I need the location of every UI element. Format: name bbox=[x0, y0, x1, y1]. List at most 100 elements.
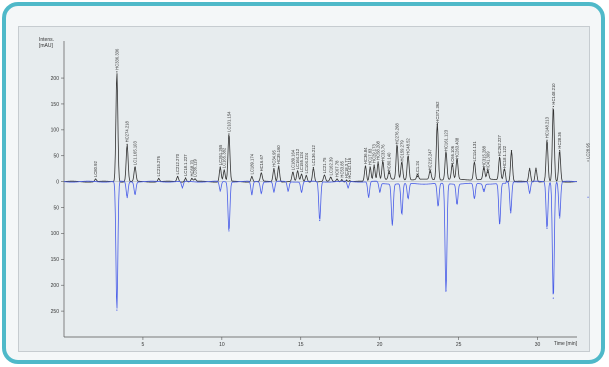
lower-peak-mark bbox=[474, 197, 475, 198]
peak-label: HC35.160 bbox=[276, 145, 281, 165]
y-tick-label: 50 bbox=[53, 205, 59, 211]
y-axis-title: Intens.[mAU] bbox=[39, 37, 54, 49]
upper-peak-mark bbox=[278, 166, 279, 167]
upper-peak-mark bbox=[297, 171, 298, 172]
x-axis-title: Time [min] bbox=[554, 341, 578, 347]
upper-peak-mark bbox=[324, 175, 325, 176]
peak-label: LC162.39 bbox=[328, 157, 333, 176]
upper-peak-mark bbox=[95, 178, 96, 179]
upper-peak-mark bbox=[408, 156, 409, 157]
upper-peak-mark bbox=[396, 146, 397, 147]
x-tick-label: 15 bbox=[298, 342, 304, 348]
y-tick-label: 0 bbox=[56, 179, 59, 185]
lower-peak-mark bbox=[392, 222, 393, 223]
x-tick-label: 10 bbox=[219, 342, 225, 348]
y-tick-label: 100 bbox=[51, 231, 60, 237]
peak-label: HC41.309 bbox=[485, 151, 490, 171]
x-ticks: 5 10 15 20 25 30 bbox=[142, 337, 541, 348]
lower-peak-mark bbox=[319, 220, 320, 221]
peak-label: HC33.76 bbox=[380, 144, 385, 161]
lower-trace bbox=[64, 181, 591, 310]
upper-peak-mark bbox=[365, 166, 366, 167]
peak-label: HC142.116 bbox=[347, 157, 352, 179]
upper-peak-mark bbox=[483, 169, 484, 170]
peak-label: HC80.140 bbox=[387, 152, 392, 172]
upper-peak-mark bbox=[306, 175, 307, 176]
peak-label: LC21.75 bbox=[322, 157, 327, 174]
upper-peak-mark bbox=[134, 167, 135, 168]
upper-peak-mark bbox=[374, 164, 375, 165]
upper-peak-mark bbox=[349, 180, 350, 181]
upper-peak-mark bbox=[456, 160, 457, 161]
peak-label: HC18.1.122 bbox=[502, 145, 507, 168]
peak-label: HC148.213 bbox=[545, 116, 550, 138]
upper-peak-mark bbox=[341, 179, 342, 180]
x-tick-label: 25 bbox=[456, 342, 462, 348]
peak-label: LC80.92 bbox=[93, 161, 98, 178]
lower-peak-mark bbox=[127, 197, 128, 198]
x-tick-label: 20 bbox=[377, 342, 383, 348]
lower-peak-mark bbox=[529, 192, 530, 193]
lower-peak-mark bbox=[301, 191, 302, 192]
peak-label: HC148.210 bbox=[551, 83, 556, 105]
upper-peak-mark bbox=[452, 166, 453, 167]
peak-label: HC48.52 bbox=[406, 138, 411, 155]
upper-peak-mark bbox=[251, 176, 252, 177]
chromatogram-panel: Intens. [mAU] 200 150 100 50 0 50 100 150 200 250 … bbox=[18, 26, 590, 352]
peak-label: LC104.224 bbox=[304, 152, 309, 173]
y-tick-label: 50 bbox=[53, 154, 59, 160]
upper-peak-mark bbox=[445, 153, 446, 154]
peak-label: LC1.24 bbox=[415, 160, 420, 174]
peak-label: LC165.382 bbox=[222, 147, 227, 168]
lower-peak-mark bbox=[510, 212, 511, 213]
y-ticks: 200 150 100 50 0 50 100 150 200 250 bbox=[51, 76, 64, 315]
upper-peak-mark bbox=[430, 172, 431, 173]
peak-label: LC136.212 bbox=[311, 144, 316, 165]
upper-peak-mark bbox=[261, 173, 262, 174]
lower-peak-mark bbox=[401, 212, 402, 213]
y-tick-label: 150 bbox=[51, 102, 60, 108]
upper-trace-line bbox=[64, 73, 577, 182]
upper-peak-mark bbox=[185, 177, 186, 178]
peak-label: HC336.336 bbox=[114, 48, 119, 70]
lower-peak-mark bbox=[134, 193, 135, 194]
lower-peak-mark bbox=[228, 230, 229, 231]
upper-peak-mark bbox=[474, 163, 475, 164]
peak-label: HC16.67 bbox=[259, 154, 264, 171]
upper-peak-mark bbox=[220, 167, 221, 168]
y-tick-label: 200 bbox=[51, 283, 60, 289]
upper-peak-mark bbox=[504, 170, 505, 171]
lower-peak-mark bbox=[587, 197, 588, 198]
axes bbox=[64, 41, 577, 337]
image-frame: Intens. [mAU] 200 150 100 50 0 50 100 150 200 250 … bbox=[2, 2, 605, 364]
upper-peak-mark bbox=[127, 144, 128, 145]
lower-peak-mark bbox=[437, 204, 438, 205]
lower-peak-mark bbox=[445, 290, 446, 291]
upper-peak-mark bbox=[330, 177, 331, 178]
peak-labels: LC80.92HC336.336HC274.218LC1.165.103LC21… bbox=[93, 48, 591, 179]
y-tick-label: 250 bbox=[51, 309, 60, 315]
y-axis-title-line: [mAU] bbox=[39, 43, 54, 49]
y-tick-label: 100 bbox=[51, 128, 60, 134]
peak-label: HC215.247 bbox=[428, 148, 433, 170]
y-tick-label: 200 bbox=[51, 76, 60, 82]
peak-label: LC215.276 bbox=[156, 155, 161, 176]
upper-peak-mark bbox=[587, 160, 588, 161]
upper-peak-mark bbox=[370, 167, 371, 168]
upper-peak-mark bbox=[529, 168, 530, 169]
upper-peak-mark bbox=[194, 178, 195, 179]
peak-label: HC371.362 bbox=[435, 101, 440, 123]
upper-peak-mark bbox=[559, 150, 560, 151]
peak-label: LC28.95 bbox=[586, 142, 591, 159]
lower-peak-mark bbox=[483, 189, 484, 190]
upper-peak-mark bbox=[382, 162, 383, 163]
peak-label: LC36.119 bbox=[193, 159, 198, 178]
upper-peak-mark bbox=[292, 172, 293, 173]
peak-label: LC1.165.103 bbox=[133, 140, 138, 165]
lower-peak-mark bbox=[220, 190, 221, 191]
upper-peak-mark bbox=[116, 71, 117, 72]
upper-peak-mark bbox=[437, 124, 438, 125]
lower-peak-mark bbox=[546, 228, 547, 229]
lower-peak-mark bbox=[116, 309, 117, 310]
x-tick-label: 5 bbox=[142, 342, 145, 348]
